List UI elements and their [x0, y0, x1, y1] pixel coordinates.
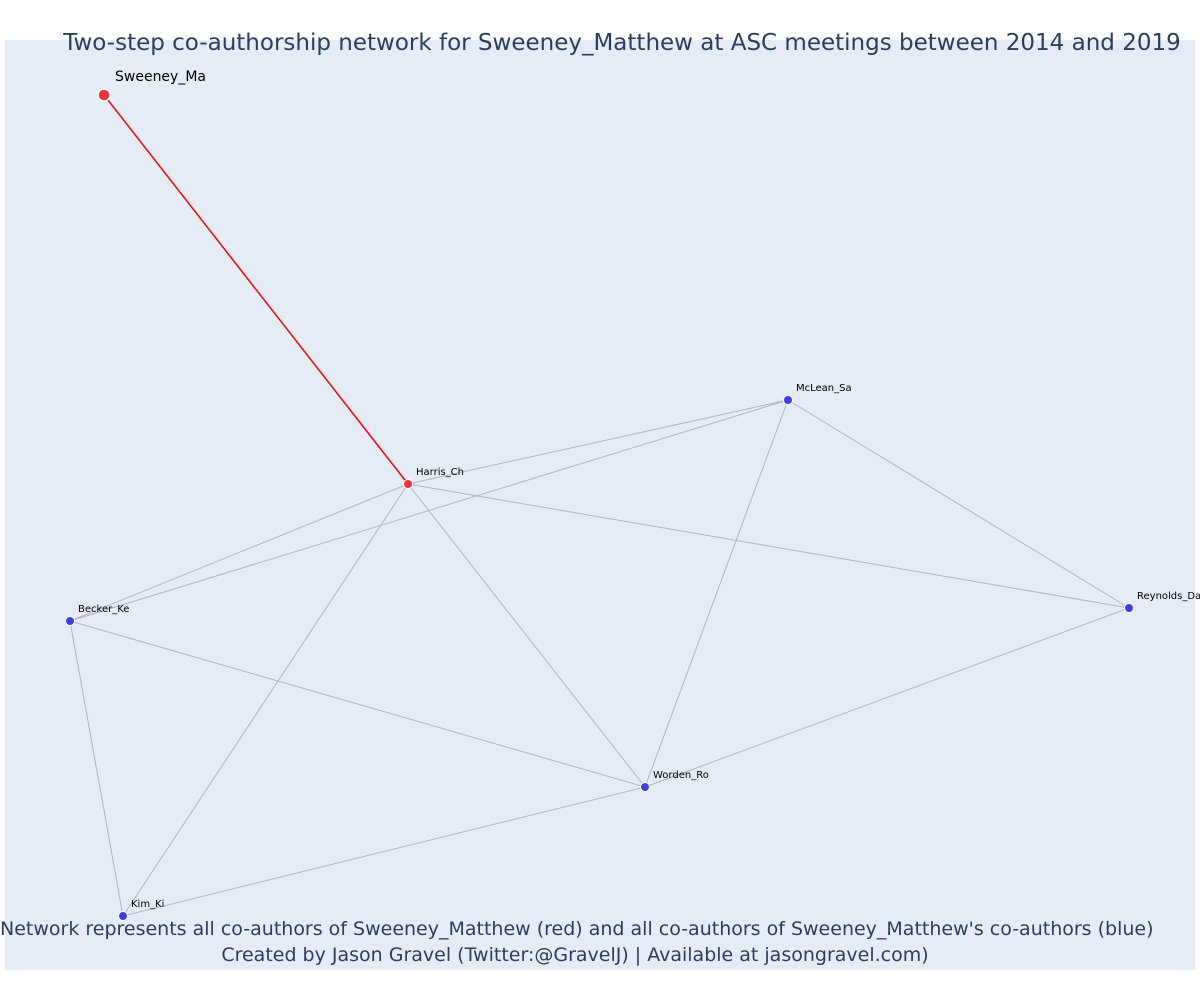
caption-line-1: Network represents all co-authors of Swe…: [0, 918, 1154, 940]
edge-harris-kim: [122, 483, 409, 917]
node-label-reynolds: Reynolds_Da: [1137, 591, 1200, 602]
node-label-mclean: McLean_Sa: [796, 383, 852, 394]
node-kim[interactable]: [118, 911, 128, 921]
edge-mclean-becker: [69, 399, 789, 622]
figure-title: Two-step co-authorship network for Sween…: [63, 30, 1181, 56]
node-reynolds[interactable]: [1124, 603, 1134, 613]
node-worden[interactable]: [640, 782, 650, 792]
node-label-kim: Kim_Ki: [131, 899, 164, 910]
node-becker[interactable]: [65, 616, 75, 626]
edge-harris-mclean: [407, 399, 789, 485]
edge-worden-kim: [122, 786, 646, 917]
node-label-harris: Harris_Ch: [416, 467, 464, 478]
node-harris[interactable]: [403, 479, 413, 489]
node-label-sweeney: Sweeney_Ma: [115, 69, 206, 85]
node-label-worden: Worden_Ro: [653, 770, 709, 781]
caption-line-2: Created by Jason Gravel (Twitter:@Gravel…: [221, 944, 929, 966]
node-mclean[interactable]: [783, 395, 793, 405]
edge-becker-kim: [69, 620, 124, 917]
edge-worden-reynolds: [644, 607, 1130, 788]
plot-area: [5, 40, 1195, 970]
edge-sweeney-harris: [103, 94, 409, 485]
edge-mclean-reynolds: [787, 399, 1130, 609]
node-sweeney[interactable]: [97, 88, 111, 102]
node-label-becker: Becker_Ke: [78, 604, 129, 615]
edge-harris-reynolds: [407, 483, 1130, 609]
edge-mclean-worden: [644, 399, 789, 788]
edge-harris-becker: [69, 483, 409, 622]
nodes-layer: Sweeney_Ma Harris_Ch McLean_Sa Becker_Ke Rey…: [65, 69, 1200, 921]
edge-becker-worden: [69, 620, 646, 788]
edges-layer: [69, 94, 1130, 917]
edge-harris-worden: [407, 483, 646, 788]
